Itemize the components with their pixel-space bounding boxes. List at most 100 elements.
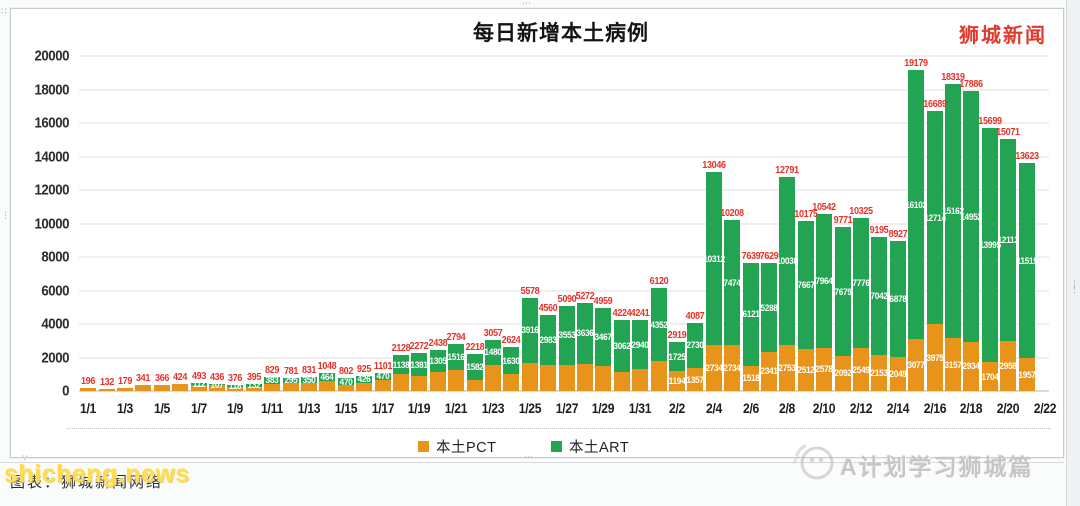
x-tick-label: 2/16 [923,401,946,416]
x-tick-label: 1/19 [408,401,431,416]
bar-pct-label: 2092 [833,368,852,380]
bar-total-label: 925 [357,362,372,375]
bar-art-segment [577,302,593,364]
y-tick-label: 8000 [41,248,69,266]
bar-art-label: 426 [357,374,371,386]
x-tick-label: 1/1 [80,401,97,416]
bar-art-label: 7776 [852,278,870,290]
bar-art-label: 1305 [429,356,447,368]
bar-pct-segment [926,324,943,391]
y-tick-label: 0 [62,382,69,400]
x-tick-label: 2/18 [960,401,983,416]
selection-handle-dots-bottom-left: ∵ [22,453,30,463]
bar-art-label: 11519 [1016,255,1038,267]
bar-pct-segment [521,363,538,391]
gridline [79,189,1049,191]
bar-total-label: 493 [191,369,206,382]
bar-pct-label: 2153 [870,367,889,379]
panel-bottom-outer-line [0,462,1064,463]
bar-pct-label: 3077 [907,360,926,372]
bar-art-label: 1516 [447,351,466,363]
legend-label-pct: 本土PCT [436,440,497,456]
bar-art-label: 383 [265,375,279,387]
x-tick-label: 1/3 [116,401,134,416]
bar-art-segment [485,339,501,365]
brand-logo: 狮城新闻 [959,25,1047,47]
bar-total-label: 7629 [759,250,779,263]
bar-pct-label: 3975 [925,352,944,364]
bar-pct-label: 2934 [962,361,981,373]
bar-art-segment [301,377,317,383]
x-tick-label: 1/15 [334,401,358,416]
bar-total-label: 5272 [575,289,595,302]
bar-pct-label: 2734 [723,363,742,375]
bar-pct-segment [1018,358,1035,391]
bar-art-segment [908,69,925,340]
bar-pct-segment [669,371,685,391]
selection-handle-dots-left-middle: ⋮ [1,210,12,220]
bar-art-label: 2730 [686,340,705,352]
bar-pct-label: 2753 [778,362,797,374]
x-tick-label: 2/10 [812,401,836,416]
bar-total-label: 5090 [557,292,576,305]
x-tick-label: 2/6 [742,401,759,416]
chart-panel: 每日新增本土病例 狮城新闻 0 2000 4000 6000 8000 10000 1200… [10,8,1064,458]
bar-pct-segment [797,348,814,391]
bar-pct-label: 1194 [668,376,686,387]
bar-art-label: 107 [210,379,224,391]
bar-pct-segment [632,369,649,391]
bar-art-segment [1000,138,1017,342]
bar-art-segment [761,263,777,352]
bar-total-label: 9771 [833,214,852,227]
bar-pct-segment [374,380,391,391]
bar-art-segment [650,288,667,362]
bar-total-label: 3057 [483,326,503,339]
bar-pct-segment [577,363,593,391]
bar-total-label: 366 [154,371,169,384]
bar-pct-segment [503,374,520,391]
bar-total-label: 831 [301,364,317,377]
bar-art-segment [871,236,888,355]
bar-art-segment [613,320,630,372]
x-tick-label: 1/27 [555,401,578,416]
y-tick-label: 10000 [34,215,69,232]
y-tick-label: 4000 [41,315,69,333]
bar-art-segment [503,347,520,375]
bar-pct-segment [540,364,557,391]
site-watermark: shicheng.news [4,460,190,488]
bar-art-segment [669,342,685,371]
bar-pct-segment [816,347,833,391]
bar-total-label: 4087 [686,309,705,322]
bar-pct-segment [80,387,97,391]
bar-pct-segment [227,386,244,391]
bar-pct-label: 2578 [815,364,834,376]
bar-total-label: 10175 [794,207,818,220]
bar-art-segment [687,322,704,369]
gridline [79,289,1049,292]
bar-art-label: 1480 [484,347,502,359]
bar-art-label: 464 [320,372,334,384]
bar-total-label: 7639 [741,250,760,263]
bar-art-segment [540,314,557,365]
legend-item-pct: 本土PCT [418,436,497,457]
scrollbar-thumb-dots: ⋮ ⋮ [1070,279,1080,294]
bar-pct-segment [282,382,299,391]
bar-pct-segment [761,351,777,391]
x-tick-label: 1/29 [592,401,615,416]
bar-pct-segment [393,374,409,391]
bar-total-label: 395 [246,371,261,384]
bar-pct-segment [650,361,667,391]
vertical-scrollbar[interactable]: ⋮ ⋮ [1066,0,1080,506]
y-tick-label: 2000 [41,349,69,366]
bar-total-label: 1101 [373,359,392,372]
bar-pct-segment [172,383,189,391]
bar-pct-segment [613,371,630,391]
bar-art-segment [319,373,336,382]
bar-art-label: 7042 [870,290,889,302]
bar-total-label: 12791 [775,163,800,176]
bar-pct-label: 3157 [944,359,962,371]
bar-art-label: 12113 [997,235,1019,246]
bar-pct-segment [908,339,925,391]
bar-pct-segment [117,388,133,391]
